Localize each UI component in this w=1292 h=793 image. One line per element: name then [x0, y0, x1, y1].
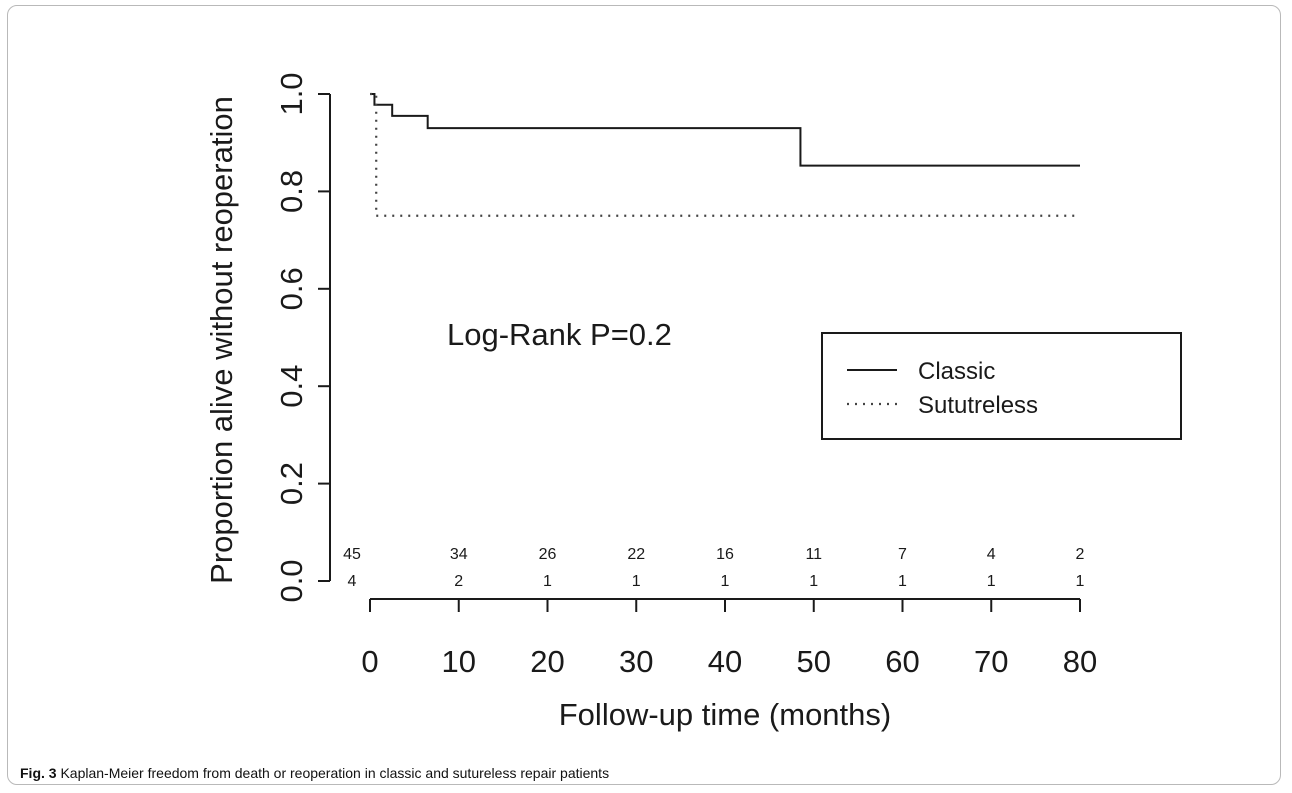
curve-sututreless — [370, 92, 1080, 217]
at-risk-classic-30: 22 — [627, 546, 645, 563]
x-tick-label: 60 — [885, 644, 919, 679]
legend-label-classic: Classic — [918, 358, 995, 385]
at-risk-sututreless-60: 1 — [898, 573, 907, 590]
x-tick-label: 20 — [530, 644, 564, 679]
at-risk-classic-20: 26 — [539, 546, 557, 563]
at-risk-classic-40: 16 — [716, 546, 734, 563]
y-tick-label: 0.8 — [274, 170, 309, 213]
x-tick-label: 0 — [361, 644, 378, 679]
x-tick-label: 30 — [619, 644, 653, 679]
figure-label: Fig. 3 — [20, 765, 57, 781]
at-risk-classic-80: 2 — [1076, 546, 1085, 563]
survival-curves — [370, 92, 1080, 217]
km-chart: 0.0 0.2 0.4 0.6 0.8 1.0 0 10 20 30 40 50 60 70 80 45 34… — [204, 72, 1182, 732]
log-rank-annotation: Log-Rank P=0.2 — [447, 317, 672, 352]
y-tick-label: 0.4 — [274, 365, 309, 408]
legend: Classic Sututreless — [821, 332, 1182, 440]
caption-text: Kaplan-Meier freedom from death or reope… — [56, 765, 610, 781]
at-risk-sututreless-50: 1 — [809, 573, 818, 590]
at-risk-sututreless-80: 1 — [1076, 573, 1085, 590]
at-risk-sututreless-0: 4 — [348, 573, 357, 590]
x-tick-label: 80 — [1063, 644, 1097, 679]
x-tick-label: 40 — [708, 644, 742, 679]
curve-classic — [370, 93, 1080, 167]
legend-box — [821, 332, 1182, 440]
at-risk-sututreless-70: 1 — [987, 573, 996, 590]
y-tick-label: 0.0 — [274, 559, 309, 602]
x-axis-title: Follow-up time (months) — [559, 697, 891, 732]
at-risk-classic-0: 45 — [343, 546, 361, 563]
at-risk-sututreless-10: 2 — [454, 573, 463, 590]
at-risk-sututreless-30: 1 — [632, 573, 641, 590]
x-tick-label: 70 — [974, 644, 1008, 679]
x-tick-label: 10 — [442, 644, 476, 679]
legend-label-sututreless: Sututreless — [918, 392, 1038, 419]
y-axis-title: Proportion alive without reoperation — [204, 96, 239, 584]
y-tick-label: 0.2 — [274, 462, 309, 505]
at-risk-classic-10: 34 — [450, 546, 468, 563]
y-tick-label: 0.6 — [274, 267, 309, 310]
at-risk-table: 45 34 26 22 16 11 7 4 24 2 1 1 1 1 1 1 1 — [343, 546, 1084, 590]
at-risk-sututreless-20: 1 — [543, 573, 552, 590]
x-tick-label: 50 — [797, 644, 831, 679]
figure-caption: Fig. 3 Kaplan-Meier freedom from death o… — [20, 765, 609, 781]
axes: 0.0 0.2 0.4 0.6 0.8 1.0 0 10 20 30 40 50 60 70 80 — [274, 72, 1097, 679]
at-risk-sututreless-40: 1 — [721, 573, 730, 590]
at-risk-classic-50: 11 — [805, 546, 822, 563]
y-tick-label: 1.0 — [274, 72, 309, 115]
at-risk-classic-70: 4 — [987, 546, 996, 563]
at-risk-classic-60: 7 — [898, 546, 907, 563]
